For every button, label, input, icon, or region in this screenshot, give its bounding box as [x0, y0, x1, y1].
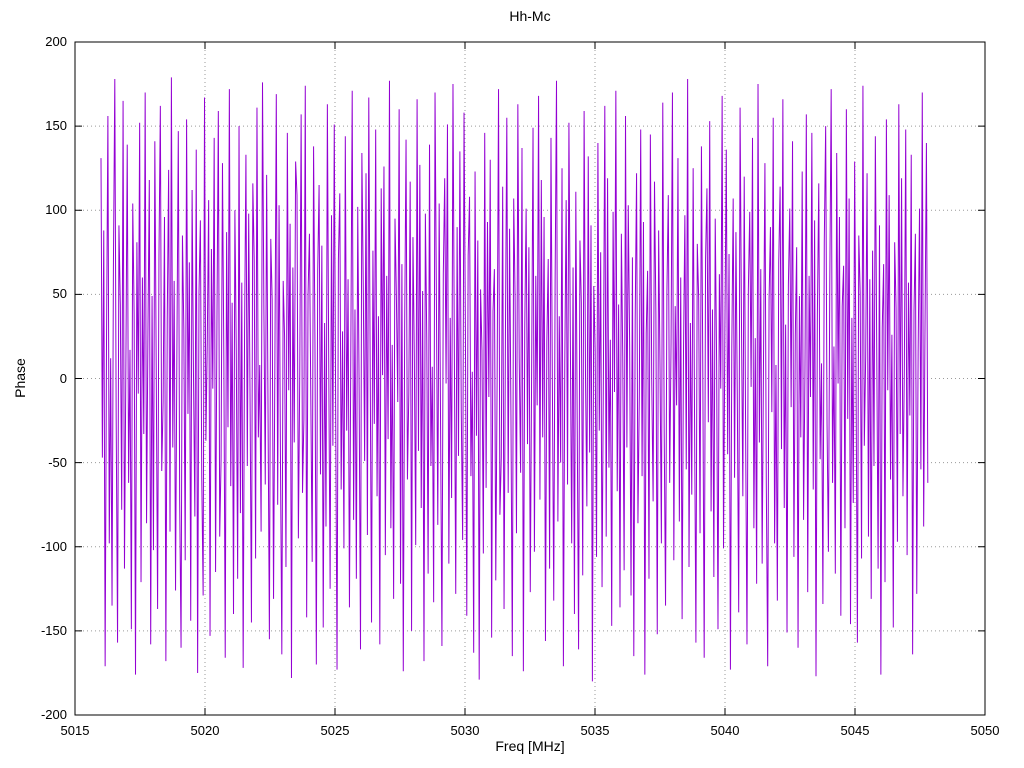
x-tick-label: 5035 — [580, 723, 610, 738]
y-tick-label: 150 — [45, 118, 67, 134]
x-tick-label: 5015 — [60, 723, 90, 738]
y-tick-label: -150 — [40, 622, 67, 638]
y-tick-label: -200 — [40, 707, 67, 722]
x-tick-label: 5050 — [970, 723, 1000, 738]
x-tick-label: 5030 — [450, 723, 480, 738]
y-tick-label: 0 — [59, 370, 67, 386]
y-tick-label: -50 — [48, 454, 67, 470]
y-tick-label: 200 — [45, 34, 67, 49]
y-tick-label: 100 — [45, 202, 67, 218]
y-tick-label: 50 — [52, 286, 67, 302]
phase-series-line — [100, 77, 929, 682]
chart-title: Hh-Mc — [509, 8, 551, 24]
x-tick-label: 5020 — [190, 723, 220, 738]
x-tick-label: 5040 — [710, 723, 740, 738]
y-tick-label: -100 — [40, 538, 67, 554]
x-tick-label: 5025 — [320, 723, 350, 738]
x-tick-label: 5045 — [840, 723, 870, 738]
x-axis-label: Freq [MHz] — [495, 738, 565, 754]
